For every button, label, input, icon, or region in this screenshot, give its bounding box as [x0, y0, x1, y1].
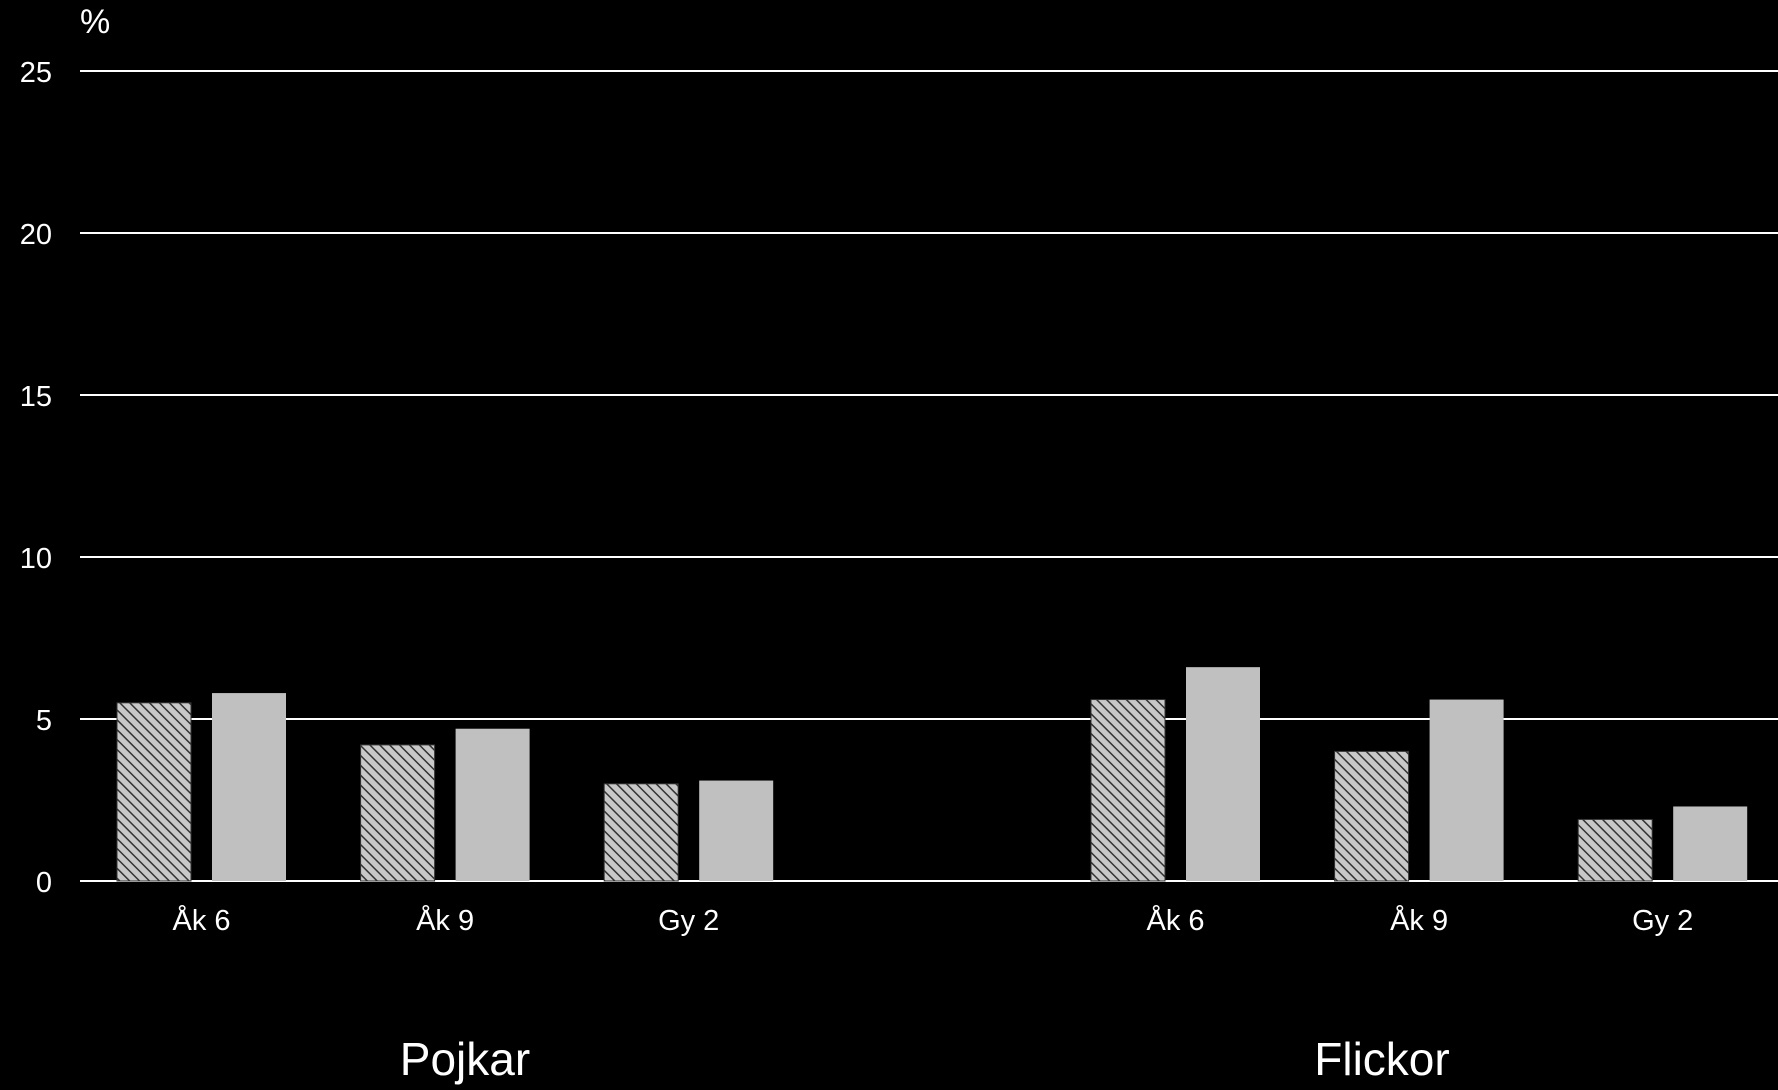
category-labels: Åk 6 Åk 9 Gy 2 Pojkar Åk 6 Åk 9 Gy 2 Flickor	[172, 904, 1693, 1085]
x-tick-label: Åk 6	[1146, 904, 1204, 937]
y-tick-label: 5	[36, 705, 52, 737]
bar-flickor-2-series-0	[1577, 818, 1653, 882]
y-tick-label: 0	[36, 867, 52, 899]
bar-layer	[116, 667, 1748, 882]
bar-pojkar-1-series-0	[360, 744, 436, 882]
bar-flickor-1-series-0	[1334, 750, 1410, 882]
bar-pojkar-2-series-1	[699, 780, 774, 881]
bar-flickor-0-series-1	[1186, 667, 1260, 881]
bar-flickor-2-series-1	[1673, 806, 1748, 881]
y-axis: 0 5 10 15 20 25	[20, 57, 52, 899]
bar-pojkar-0-series-1	[212, 693, 286, 881]
x-tick-label: Åk 9	[1390, 904, 1448, 937]
bar-pojkar-0-series-0	[116, 702, 192, 882]
y-axis-label: %	[80, 3, 110, 41]
y-tick-label: 25	[20, 57, 52, 89]
bar-pojkar-2-series-0	[603, 783, 679, 882]
y-tick-label: 20	[20, 219, 52, 251]
x-tick-label: Gy 2	[658, 905, 719, 937]
x-tick-label: Åk 9	[416, 904, 474, 937]
bar-pojkar-1-series-1	[455, 728, 530, 881]
bar-flickor-1-series-1	[1429, 699, 1504, 881]
x-tick-label: Gy 2	[1632, 905, 1693, 937]
group-label-pojkar: Pojkar	[400, 1033, 530, 1085]
group-label-flickor: Flickor	[1314, 1033, 1449, 1085]
y-tick-label: 10	[20, 543, 52, 575]
y-tick-label: 15	[20, 381, 52, 413]
x-tick-label: Åk 6	[172, 904, 230, 937]
bar-flickor-0-series-0	[1090, 699, 1166, 882]
